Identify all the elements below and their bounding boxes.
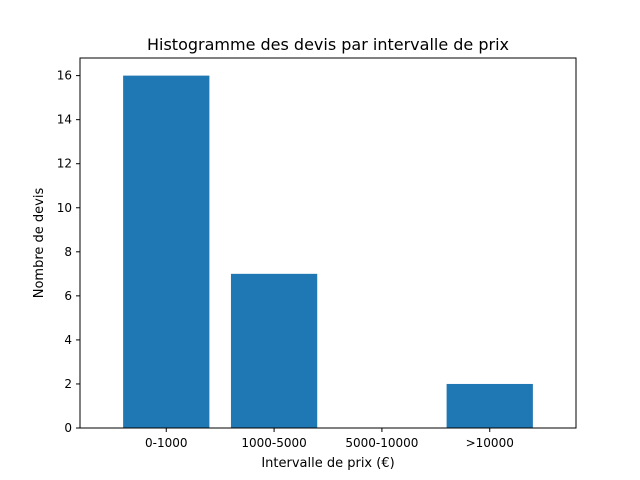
plot-frame — [79, 57, 577, 429]
bar->10000 — [446, 383, 533, 428]
x-tick-label: 5000-10000 — [345, 436, 418, 450]
x-tick-label: 0-1000 — [145, 436, 188, 450]
bar-1000-5000 — [230, 273, 318, 428]
y-tick-label: 12 — [57, 157, 72, 171]
y-tick-label: 2 — [64, 377, 72, 391]
y-tick-label: 4 — [64, 333, 72, 347]
x-tick-label: >10000 — [466, 436, 514, 450]
x-axis-ticks: 0-1000 1000-5000 5000-10000 >10000 — [145, 428, 514, 450]
y-tick-label: 10 — [57, 201, 72, 215]
y-tick-label: 8 — [64, 245, 72, 259]
y-tick-label: 16 — [57, 69, 72, 83]
y-axis-ticks: 0 2 4 6 8 10 12 14 16 — [57, 69, 80, 435]
y-tick-label: 14 — [57, 113, 72, 127]
bar-0-1000 — [123, 75, 210, 428]
x-tick-label: 1000-5000 — [241, 436, 306, 450]
bars-group — [123, 75, 533, 428]
y-axis-label: Nombre de devis — [32, 188, 47, 299]
y-tick-label: 6 — [64, 289, 72, 303]
y-tick-label: 0 — [64, 421, 72, 435]
x-axis-label: Intervalle de prix (€) — [261, 456, 394, 471]
chart-title: Histogramme des devis par intervalle de … — [147, 35, 509, 54]
